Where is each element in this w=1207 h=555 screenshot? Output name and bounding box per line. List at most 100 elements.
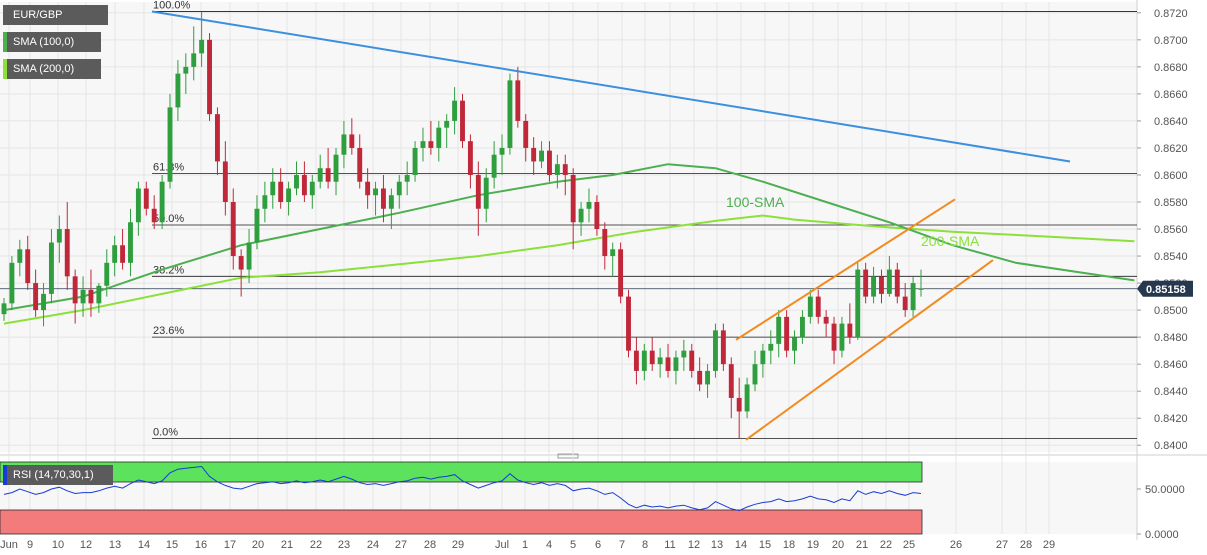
legend-rsi-label: RSI (14,70,30,1) bbox=[13, 469, 94, 481]
fib-level-label: 0.0% bbox=[153, 426, 178, 438]
x-tick-label: 7 bbox=[619, 539, 625, 551]
candle-bear bbox=[207, 39, 212, 115]
main-plot-bg bbox=[0, 2, 1137, 452]
x-tick-label: 26 bbox=[950, 539, 962, 551]
candle-bear bbox=[823, 316, 829, 324]
candle-bull bbox=[396, 181, 402, 196]
candle-bear bbox=[562, 164, 568, 175]
candle-bull bbox=[657, 357, 663, 365]
fib-level-label: 23.6% bbox=[153, 325, 184, 337]
candle-bear bbox=[72, 276, 78, 304]
candle-bull bbox=[776, 316, 782, 344]
candle-bear bbox=[301, 174, 307, 196]
moving-averages-layer bbox=[3, 163, 1135, 325]
y-tick-label: 0.8720 bbox=[1154, 8, 1188, 20]
candle-bull bbox=[839, 323, 845, 351]
candle-bear bbox=[64, 229, 70, 277]
y-tick-label: 0.8480 bbox=[1154, 332, 1188, 344]
candle-bull bbox=[175, 73, 181, 108]
candle-bull bbox=[436, 127, 442, 148]
candle-bear bbox=[547, 150, 552, 175]
candle-bear bbox=[380, 188, 386, 209]
candle-bull bbox=[317, 168, 323, 182]
y-tick-label: 0.8660 bbox=[1154, 89, 1188, 101]
channel-lower-line bbox=[745, 259, 994, 441]
candle-bear bbox=[278, 181, 284, 202]
candle-bull bbox=[673, 357, 679, 371]
candle-bull bbox=[388, 195, 394, 209]
candle-bear bbox=[222, 161, 228, 202]
legend-sma100[interactable]: SMA (100,0) bbox=[3, 32, 101, 52]
candle-bull bbox=[918, 288, 924, 290]
legend-sma100-label: SMA (100,0) bbox=[13, 36, 75, 48]
sma100-line bbox=[3, 163, 1135, 312]
x-tick-label: 10 bbox=[52, 539, 64, 551]
rsi-y-tick-label: 50.0000 bbox=[1145, 484, 1185, 496]
y-tick-label: 0.8600 bbox=[1154, 170, 1188, 182]
candle-bear bbox=[697, 370, 703, 385]
candle-bear bbox=[602, 229, 608, 257]
candle-bull bbox=[373, 188, 378, 196]
candle-bear bbox=[428, 141, 434, 148]
candle-bull bbox=[641, 350, 647, 371]
x-tick-label: 14 bbox=[138, 539, 150, 551]
candles-layer bbox=[1, 11, 924, 439]
labels-layer: 100-SMA 200-SMA 0.85158 bbox=[726, 194, 1193, 297]
x-tick-label: 29 bbox=[1043, 539, 1055, 551]
candle-bull bbox=[104, 262, 110, 286]
x-tick-label: 23 bbox=[338, 539, 350, 551]
x-tick-label: 14 bbox=[735, 539, 747, 551]
candle-bull bbox=[444, 120, 450, 128]
candle-bear bbox=[863, 269, 869, 297]
candle-bear bbox=[831, 323, 837, 351]
legend-symbol[interactable]: EUR/GBP bbox=[3, 5, 108, 25]
x-tick-label: 5 bbox=[570, 539, 576, 551]
candle-bull bbox=[412, 147, 418, 175]
rsi-y-tick-label: 0.0000 bbox=[1145, 529, 1179, 541]
legend-rsi[interactable]: RSI (14,70,30,1) bbox=[3, 465, 113, 485]
candle-bull bbox=[1, 303, 7, 315]
candle-bull bbox=[9, 262, 15, 304]
candle-bear bbox=[665, 357, 671, 371]
x-tick-label: 12 bbox=[80, 539, 92, 551]
x-tick-label: 22 bbox=[310, 539, 322, 551]
y-tick-label: 0.8400 bbox=[1154, 440, 1188, 452]
x-tick-label: 15 bbox=[166, 539, 178, 551]
candle-bull bbox=[270, 181, 276, 196]
x-tick-label: 27 bbox=[996, 539, 1008, 551]
candle-bull bbox=[294, 174, 299, 189]
candle-bull bbox=[578, 208, 584, 223]
candle-bear bbox=[143, 188, 149, 209]
x-tick-label: 19 bbox=[807, 539, 819, 551]
x-tick-label: 27 bbox=[395, 539, 407, 551]
x-tick-label: 25 bbox=[903, 539, 915, 551]
candle-bull bbox=[420, 141, 426, 148]
candle-bear bbox=[25, 249, 31, 284]
candle-bull bbox=[309, 181, 315, 196]
candle-bear bbox=[238, 256, 244, 270]
last-price-label: 0.85158 bbox=[1146, 284, 1186, 296]
legend-sma200[interactable]: SMA (200,0) bbox=[3, 59, 101, 79]
candle-bull bbox=[56, 229, 62, 243]
candle-bear bbox=[720, 330, 726, 365]
candle-bear bbox=[515, 80, 521, 121]
candle-bear bbox=[460, 100, 465, 142]
rsi-line bbox=[3, 465, 922, 512]
candle-bear bbox=[475, 174, 481, 209]
candle-bull bbox=[17, 249, 23, 263]
legend-sma200-label: SMA (200,0) bbox=[13, 63, 75, 75]
channel-upper-line bbox=[735, 198, 956, 341]
candle-bull bbox=[792, 337, 797, 351]
x-tick-label: 28 bbox=[424, 539, 436, 551]
x-tick-label: 6 bbox=[595, 539, 601, 551]
x-tick-label: 15 bbox=[759, 539, 771, 551]
x-tick-label: 24 bbox=[367, 539, 379, 551]
x-tick-label: 4 bbox=[546, 539, 552, 551]
candle-bear bbox=[618, 249, 624, 297]
axis-layer: Jun 9 10 12 13 14 15 16 17 20 21 22 23 24 27 28 29 Jul 1 4 5… bbox=[0, 8, 1188, 551]
x-tick-label: 12 bbox=[688, 539, 700, 551]
candle-bull bbox=[871, 276, 877, 297]
candle-bull bbox=[333, 154, 339, 182]
candle-bull bbox=[167, 107, 173, 182]
